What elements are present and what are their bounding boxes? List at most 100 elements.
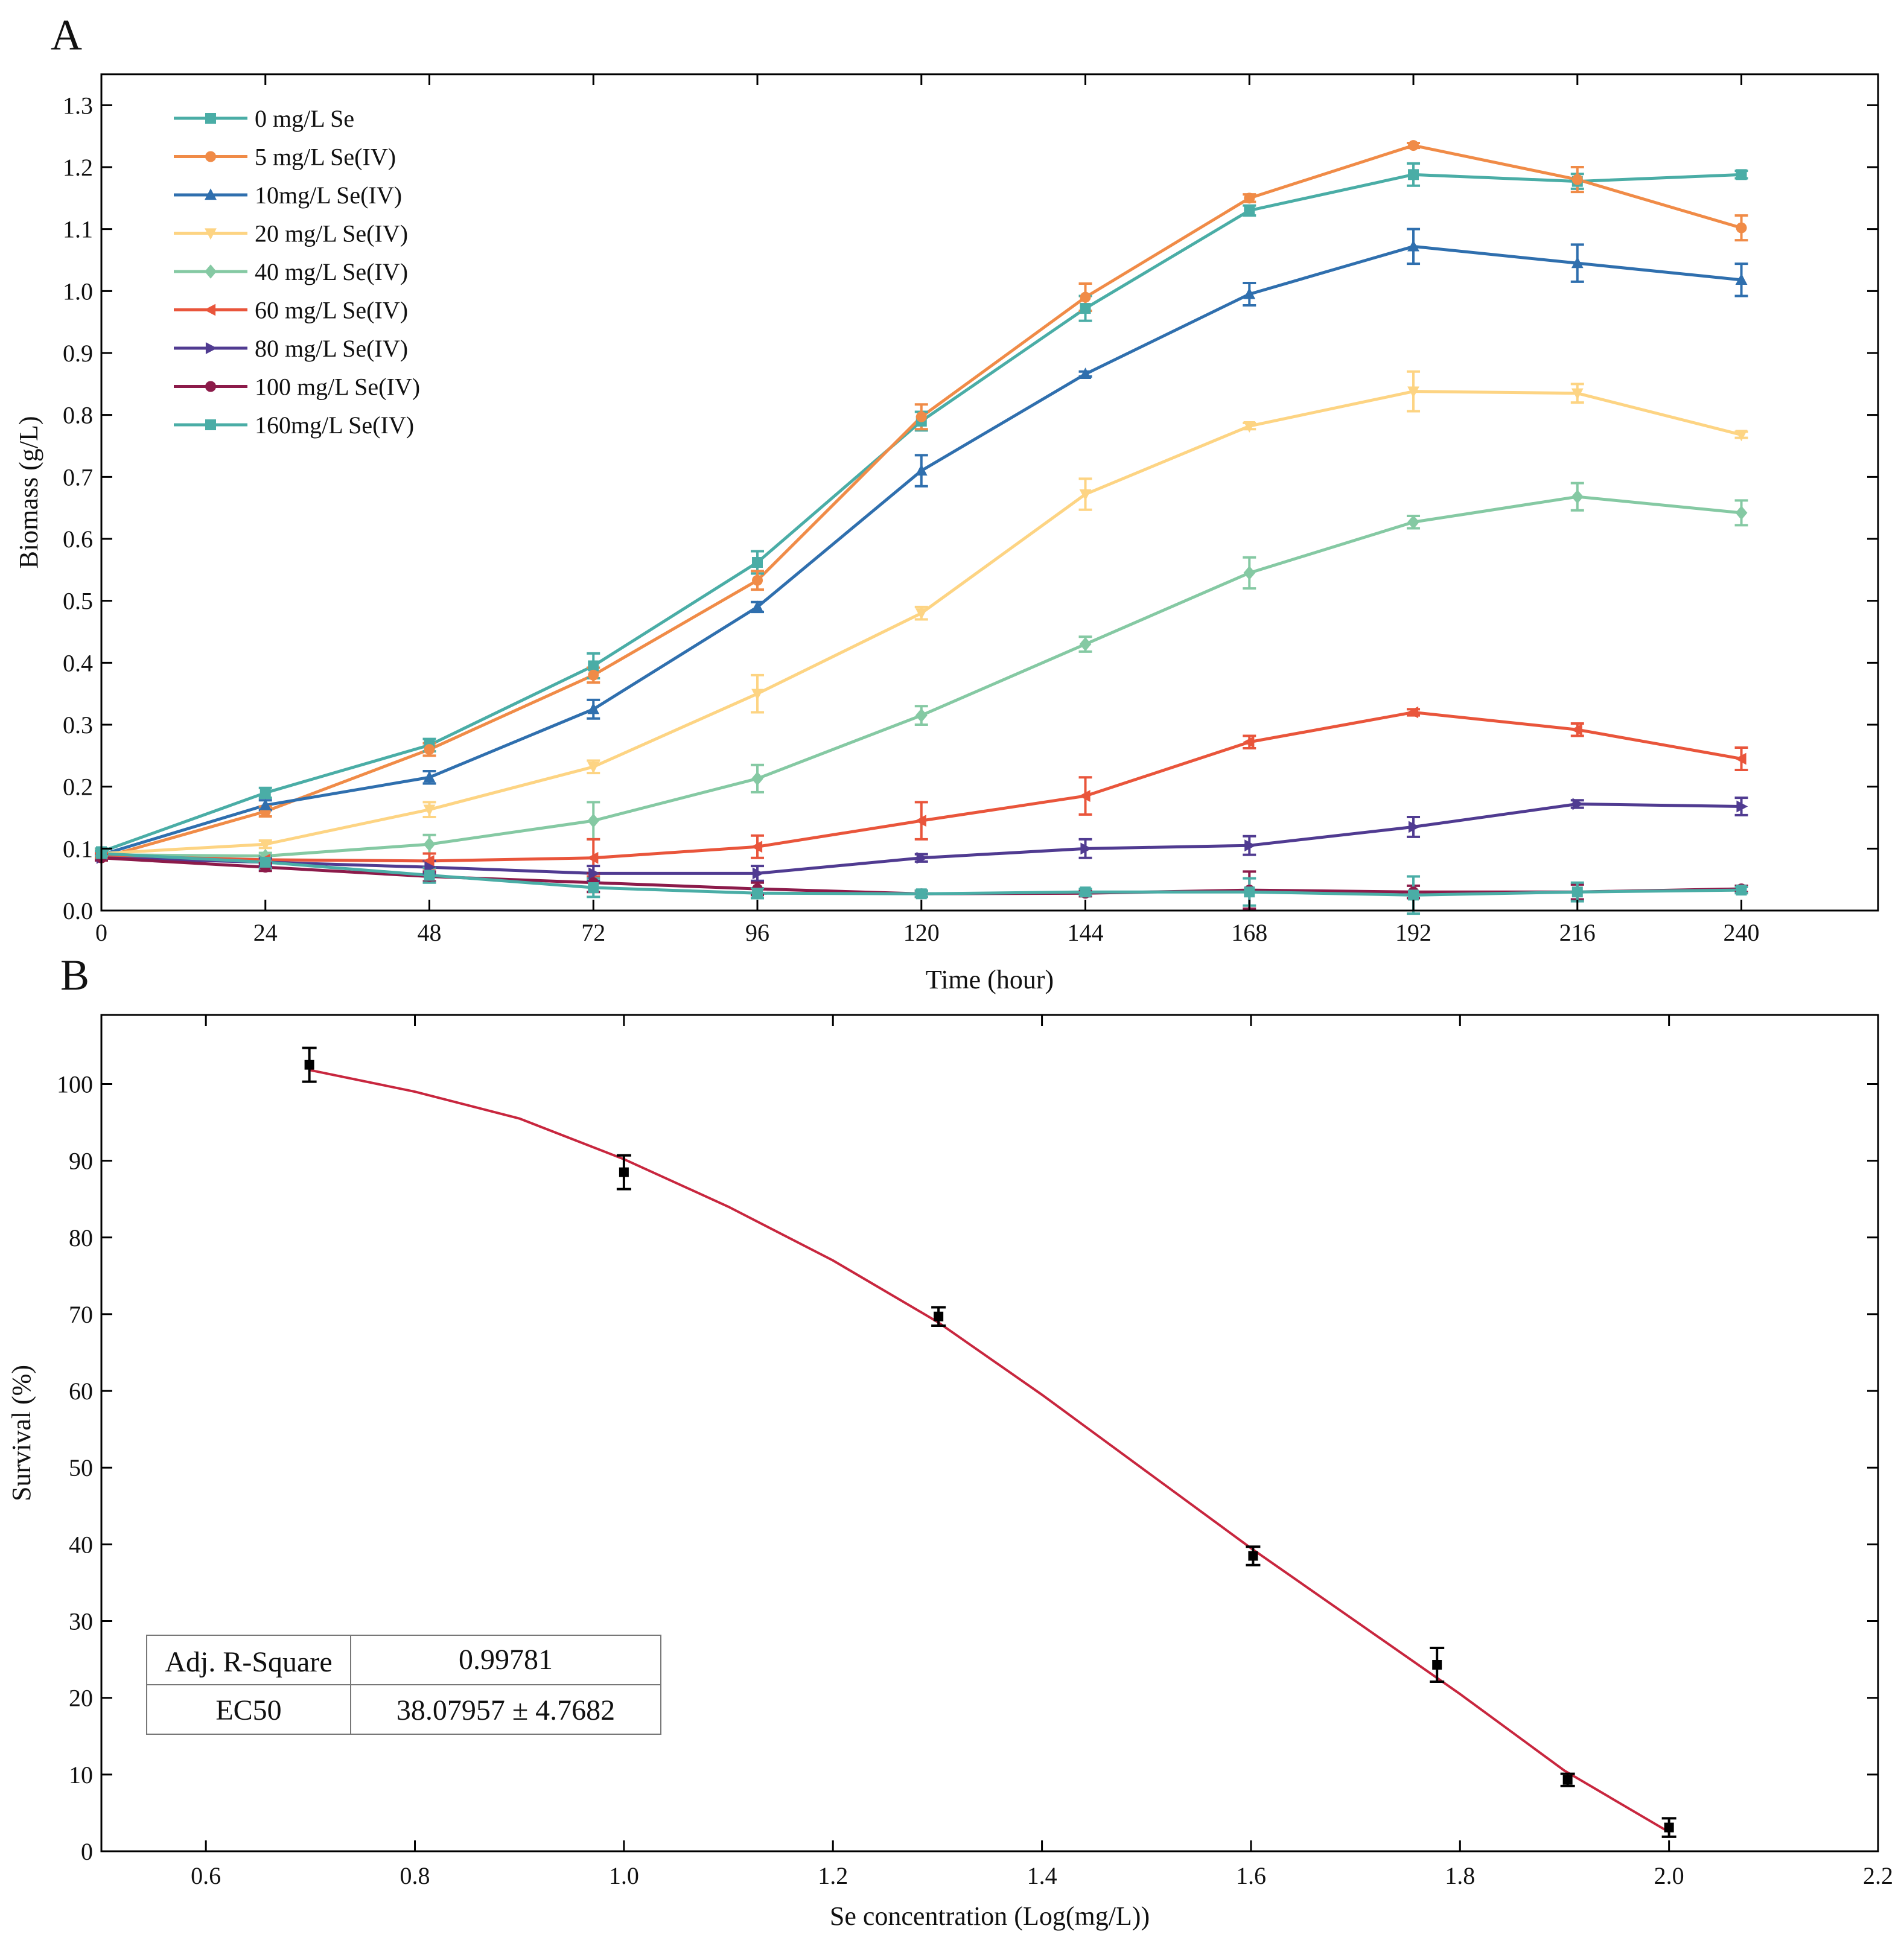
biomass-y-tick-label-9: 0.9 [63, 340, 93, 367]
biomass-x-tick-label-7: 168 [1231, 919, 1267, 946]
biomass-y-tick-label-5: 0.5 [63, 588, 93, 615]
survival-y-ticks: 0 10 20 30 40 50 60 70 80 90 100 [57, 1070, 1878, 1865]
biomass-y-tick-label-13: 1.3 [63, 92, 93, 119]
survival-y-tick-label-10: 100 [57, 1070, 93, 1098]
biomass-series-40-mg-l-se-iv-point-7 [1243, 566, 1255, 580]
survival-y-tick-label-3: 30 [69, 1608, 93, 1635]
biomass-y-ticks: 0.0 0.1 0.2 0.3 0.4 0.5 0.6 0.7 0.8 0.9 1.0 1.1 1.2 1… [63, 92, 1878, 924]
legend-item-100-mg-l-se-iv-label: 100 mg/L Se(IV) [255, 374, 420, 401]
biomass-series-40-mg-l-se-iv-point-8 [1407, 515, 1419, 529]
survival-x-ticks: 0.6 0.8 1.0 1.2 1.4 1.6 1.8 2.0 2.2 [191, 1015, 1893, 1889]
legend-item-5-mg-l-se-iv: 5 mg/L Se(IV) [174, 144, 396, 171]
survival-x-tick-label-5: 1.6 [1236, 1862, 1266, 1889]
biomass-series-160mg-l-se-iv-point-3 [588, 882, 599, 893]
biomass-series-5-mg-l-se-iv-line [101, 145, 1742, 858]
survival-x-tick-label-1: 0.8 [400, 1862, 430, 1889]
biomass-y-axis-title: Biomass (g/L) [14, 416, 43, 569]
biomass-y-tick-label-7: 0.7 [63, 463, 93, 491]
biomass-series-5-mg-l-se-iv-point-9 [1572, 174, 1583, 185]
legend-item-0-mg-l-se-label: 0 mg/L Se [255, 105, 354, 132]
survival-y-tick-label-1: 10 [69, 1761, 93, 1789]
biomass-y-tick-label-3: 0.3 [63, 711, 93, 739]
survival-point-1 [619, 1168, 629, 1177]
survival-y-tick-label-8: 80 [69, 1224, 93, 1251]
biomass-series-0-mg-l-se-point-8 [1408, 169, 1419, 180]
legend-item-60-mg-l-se-iv: 60 mg/L Se(IV) [174, 297, 408, 324]
legend-item-0-mg-l-se-marker [205, 113, 216, 124]
survival-point-4 [1432, 1660, 1442, 1670]
biomass-series-0-mg-l-se-point-6 [1080, 303, 1091, 314]
legend-item-5-mg-l-se-iv-label: 5 mg/L Se(IV) [255, 144, 396, 171]
adj-r-square-label: Adj. R-Square [165, 1646, 332, 1678]
biomass-y-tick-label-12: 1.2 [63, 154, 93, 181]
biomass-series-5-mg-l-se-iv-point-7 [1244, 192, 1255, 203]
biomass-x-tick-label-3: 72 [581, 919, 605, 946]
biomass-series-10mg-l-se-iv-point-3 [587, 703, 599, 714]
biomass-x-tick-label-2: 48 [418, 919, 442, 946]
biomass-y-tick-label-6: 0.6 [63, 526, 93, 553]
survival-y-tick-label-6: 60 [69, 1378, 93, 1405]
survival-point-0 [305, 1060, 314, 1070]
legend-item-160mg-l-se-iv: 160mg/L Se(IV) [174, 412, 414, 439]
survival-x-tick-label-7: 2.0 [1654, 1862, 1684, 1889]
survival-point-3 [1248, 1551, 1258, 1560]
biomass-series-0-mg-l-se-point-4 [752, 557, 763, 568]
survival-y-tick-label-5: 50 [69, 1454, 93, 1481]
survival-point-6 [1664, 1823, 1674, 1833]
legend-item-80-mg-l-se-iv: 80 mg/L Se(IV) [174, 335, 408, 362]
legend-item-20-mg-l-se-iv-label: 20 mg/L Se(IV) [255, 220, 408, 247]
biomass-x-tick-label-6: 144 [1068, 919, 1104, 946]
biomass-series-160mg-l-se-iv-point-7 [1244, 886, 1255, 897]
biomass-series-20-mg-l-se-iv-point-10 [1736, 430, 1748, 441]
biomass-series-40-mg-l-se-iv-point-10 [1736, 506, 1748, 520]
survival-y-tick-label-2: 20 [69, 1685, 93, 1712]
biomass-series-5-mg-l-se-iv-point-8 [1408, 140, 1419, 151]
legend-item-100-mg-l-se-iv: 100 mg/L Se(IV) [174, 374, 420, 401]
legend-item-80-mg-l-se-iv-marker [206, 342, 217, 354]
biomass-series-5-mg-l-se-iv-point-3 [588, 670, 599, 681]
figure: A B 0 24 48 72 96 120 144 168 192 216 240 0.00.10.… [0, 0, 1904, 1946]
biomass-series-5-mg-l-se-iv-point-4 [752, 575, 763, 586]
biomass-series-40-mg-l-se-iv-point-4 [751, 772, 763, 786]
biomass-series-160mg-l-se-iv-point-6 [1080, 886, 1091, 897]
survival-x-tick-label-0: 0.6 [191, 1862, 221, 1889]
biomass-x-tick-label-8: 192 [1395, 919, 1431, 946]
legend-item-40-mg-l-se-iv-label: 40 mg/L Se(IV) [255, 258, 408, 285]
biomass-y-tick-label-8: 0.8 [63, 402, 93, 429]
legend-item-160mg-l-se-iv-label: 160mg/L Se(IV) [255, 412, 414, 439]
survival-y-tick-label-0: 0 [81, 1838, 93, 1865]
survival-y-tick-label-9: 90 [69, 1148, 93, 1175]
legend-item-20-mg-l-se-iv: 20 mg/L Se(IV) [174, 220, 408, 247]
biomass-series-0-mg-l-se-point-1 [260, 787, 271, 798]
survival-x-tick-label-4: 1.4 [1027, 1862, 1057, 1889]
survival-point-5 [1563, 1775, 1573, 1785]
biomass-x-tick-label-4: 96 [745, 919, 769, 946]
ec50-value: 38.07957 ± 4.7682 [396, 1694, 615, 1726]
survival-x-tick-label-2: 1.0 [609, 1862, 639, 1889]
biomass-series-40-mg-l-se-iv-point-5 [915, 708, 928, 722]
biomass-series-160mg-l-se-iv-point-9 [1572, 886, 1583, 897]
biomass-series-5-mg-l-se-iv-point-5 [916, 412, 927, 422]
biomass-x-tick-label-10: 240 [1724, 919, 1760, 946]
legend-item-100-mg-l-se-iv-marker [205, 381, 216, 392]
legend-item-40-mg-l-se-iv: 40 mg/L Se(IV) [174, 258, 408, 285]
biomass-series-160mg-l-se-iv-point-1 [260, 857, 271, 868]
fit-stats-table: Adj. R-Square 0.99781 EC50 38.07957 ± 4.… [147, 1635, 661, 1734]
biomass-chart: 0 24 48 72 96 120 144 168 192 216 240 0.0 0.1 0.2 0.3… [14, 74, 1878, 994]
biomass-series-160mg-l-se-iv-point-10 [1736, 885, 1747, 895]
legend-item-0-mg-l-se: 0 mg/L Se [174, 105, 354, 132]
biomass-series-0-mg-l-se-point-7 [1244, 205, 1255, 216]
legend-item-5-mg-l-se-iv-marker [205, 151, 216, 162]
biomass-x-tick-label-9: 216 [1559, 919, 1596, 946]
biomass-y-tick-label-2: 0.2 [63, 774, 93, 801]
legend-item-80-mg-l-se-iv-label: 80 mg/L Se(IV) [255, 335, 408, 362]
biomass-series-40-mg-l-se-iv-point-2 [424, 837, 436, 851]
biomass-series-5-mg-l-se-iv-point-6 [1080, 292, 1091, 303]
survival-x-axis-title: Se concentration (Log(mg/L)) [830, 1901, 1150, 1931]
biomass-y-tick-label-1: 0.1 [63, 835, 93, 862]
survival-x-tick-label-3: 1.2 [818, 1862, 848, 1889]
survival-y-axis-title: Survival (%) [7, 1365, 36, 1501]
biomass-x-tick-label-5: 120 [903, 919, 940, 946]
biomass-y-tick-label-11: 1.1 [63, 216, 93, 243]
biomass-series-40-mg-l-se-iv-point-9 [1571, 489, 1584, 503]
